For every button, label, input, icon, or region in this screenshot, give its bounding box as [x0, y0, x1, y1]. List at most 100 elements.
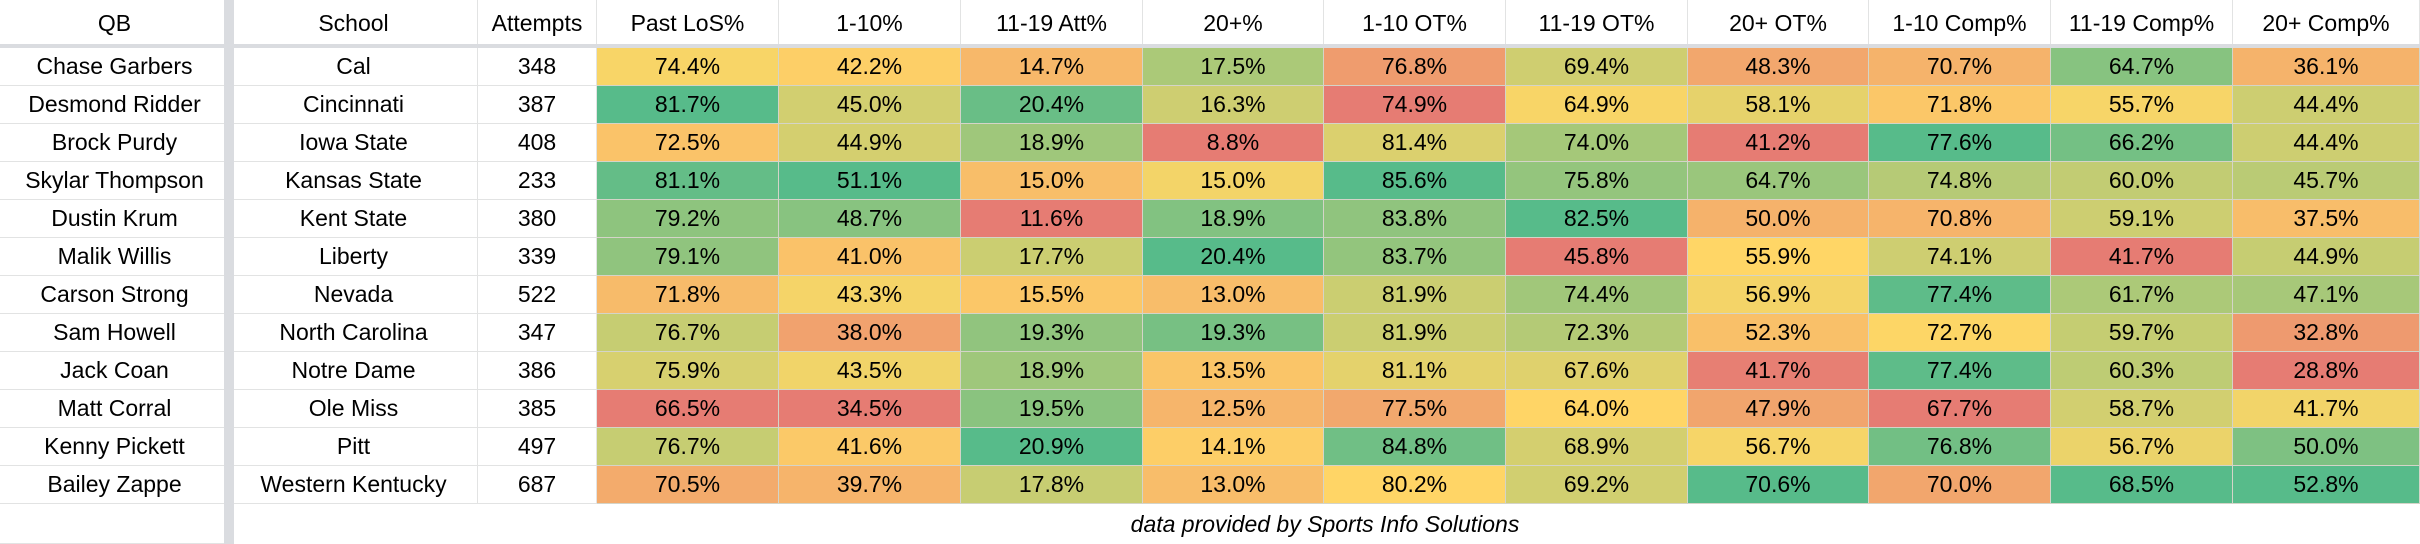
- cell-skylar-thompson-past-los[interactable]: 81.1%: [597, 162, 779, 200]
- cell-brock-purdy-attempts[interactable]: 408: [478, 124, 597, 162]
- cell-brock-purdy-school[interactable]: Iowa State: [230, 124, 478, 162]
- cell-malik-willis-20-comp[interactable]: 44.9%: [2233, 238, 2420, 276]
- cell-dustin-krum-school[interactable]: Kent State: [230, 200, 478, 238]
- cell-carson-strong-11-19-att[interactable]: 15.5%: [961, 276, 1143, 314]
- cell-skylar-thompson-11-19-att[interactable]: 15.0%: [961, 162, 1143, 200]
- cell-malik-willis-11-19-comp[interactable]: 41.7%: [2051, 238, 2233, 276]
- cell-chase-garbers-1-10-ot[interactable]: 76.8%: [1324, 48, 1506, 86]
- cell-dustin-krum-20[interactable]: 18.9%: [1143, 200, 1324, 238]
- header-20-ot[interactable]: 20+ OT%: [1688, 0, 1869, 48]
- cell-brock-purdy-20-comp[interactable]: 44.4%: [2233, 124, 2420, 162]
- cell-chase-garbers-qb[interactable]: Chase Garbers: [0, 48, 230, 86]
- cell-skylar-thompson-school[interactable]: Kansas State: [230, 162, 478, 200]
- cell-bailey-zappe-1-10[interactable]: 39.7%: [779, 466, 961, 504]
- cell-skylar-thompson-11-19-ot[interactable]: 75.8%: [1506, 162, 1688, 200]
- cell-skylar-thompson-11-19-comp[interactable]: 60.0%: [2051, 162, 2233, 200]
- cell-bailey-zappe-20-comp[interactable]: 52.8%: [2233, 466, 2420, 504]
- cell-desmond-ridder-qb[interactable]: Desmond Ridder: [0, 86, 230, 124]
- cell-dustin-krum-qb[interactable]: Dustin Krum: [0, 200, 230, 238]
- cell-carson-strong-11-19-ot[interactable]: 74.4%: [1506, 276, 1688, 314]
- cell-brock-purdy-past-los[interactable]: 72.5%: [597, 124, 779, 162]
- header-1-10-comp[interactable]: 1-10 Comp%: [1869, 0, 2051, 48]
- header-20-comp[interactable]: 20+ Comp%: [2233, 0, 2420, 48]
- cell-carson-strong-20[interactable]: 13.0%: [1143, 276, 1324, 314]
- cell-bailey-zappe-11-19-ot[interactable]: 69.2%: [1506, 466, 1688, 504]
- cell-dustin-krum-20-ot[interactable]: 50.0%: [1688, 200, 1869, 238]
- cell-jack-coan-qb[interactable]: Jack Coan: [0, 352, 230, 390]
- cell-kenny-pickett-1-10-comp[interactable]: 76.8%: [1869, 428, 2051, 466]
- cell-desmond-ridder-20-comp[interactable]: 44.4%: [2233, 86, 2420, 124]
- cell-sam-howell-1-10-ot[interactable]: 81.9%: [1324, 314, 1506, 352]
- cell-malik-willis-qb[interactable]: Malik Willis: [0, 238, 230, 276]
- cell-carson-strong-1-10-comp[interactable]: 77.4%: [1869, 276, 2051, 314]
- cell-brock-purdy-1-10-ot[interactable]: 81.4%: [1324, 124, 1506, 162]
- empty-cell[interactable]: [0, 504, 230, 544]
- cell-matt-corral-20-ot[interactable]: 47.9%: [1688, 390, 1869, 428]
- cell-skylar-thompson-20-ot[interactable]: 64.7%: [1688, 162, 1869, 200]
- cell-chase-garbers-1-10-comp[interactable]: 70.7%: [1869, 48, 2051, 86]
- cell-desmond-ridder-20[interactable]: 16.3%: [1143, 86, 1324, 124]
- cell-matt-corral-1-10-ot[interactable]: 77.5%: [1324, 390, 1506, 428]
- cell-malik-willis-1-10-comp[interactable]: 74.1%: [1869, 238, 2051, 276]
- cell-matt-corral-past-los[interactable]: 66.5%: [597, 390, 779, 428]
- cell-carson-strong-1-10[interactable]: 43.3%: [779, 276, 961, 314]
- cell-kenny-pickett-11-19-att[interactable]: 20.9%: [961, 428, 1143, 466]
- cell-bailey-zappe-11-19-att[interactable]: 17.8%: [961, 466, 1143, 504]
- cell-desmond-ridder-1-10-comp[interactable]: 71.8%: [1869, 86, 2051, 124]
- cell-bailey-zappe-qb[interactable]: Bailey Zappe: [0, 466, 230, 504]
- cell-chase-garbers-11-19-att[interactable]: 14.7%: [961, 48, 1143, 86]
- cell-brock-purdy-1-10-comp[interactable]: 77.6%: [1869, 124, 2051, 162]
- header-attempts[interactable]: Attempts: [478, 0, 597, 48]
- cell-bailey-zappe-1-10-comp[interactable]: 70.0%: [1869, 466, 2051, 504]
- cell-kenny-pickett-20-ot[interactable]: 56.7%: [1688, 428, 1869, 466]
- frozen-row-divider[interactable]: [0, 44, 2420, 48]
- cell-malik-willis-attempts[interactable]: 339: [478, 238, 597, 276]
- cell-kenny-pickett-1-10-ot[interactable]: 84.8%: [1324, 428, 1506, 466]
- cell-chase-garbers-1-10[interactable]: 42.2%: [779, 48, 961, 86]
- cell-matt-corral-11-19-ot[interactable]: 64.0%: [1506, 390, 1688, 428]
- cell-carson-strong-attempts[interactable]: 522: [478, 276, 597, 314]
- cell-skylar-thompson-1-10-comp[interactable]: 74.8%: [1869, 162, 2051, 200]
- cell-malik-willis-20-ot[interactable]: 55.9%: [1688, 238, 1869, 276]
- cell-malik-willis-1-10-ot[interactable]: 83.7%: [1324, 238, 1506, 276]
- cell-matt-corral-qb[interactable]: Matt Corral: [0, 390, 230, 428]
- cell-kenny-pickett-qb[interactable]: Kenny Pickett: [0, 428, 230, 466]
- cell-dustin-krum-1-10-ot[interactable]: 83.8%: [1324, 200, 1506, 238]
- cell-matt-corral-attempts[interactable]: 385: [478, 390, 597, 428]
- cell-dustin-krum-1-10-comp[interactable]: 70.8%: [1869, 200, 2051, 238]
- cell-chase-garbers-20-comp[interactable]: 36.1%: [2233, 48, 2420, 86]
- cell-brock-purdy-11-19-ot[interactable]: 74.0%: [1506, 124, 1688, 162]
- cell-chase-garbers-20[interactable]: 17.5%: [1143, 48, 1324, 86]
- cell-desmond-ridder-past-los[interactable]: 81.7%: [597, 86, 779, 124]
- cell-sam-howell-20-ot[interactable]: 52.3%: [1688, 314, 1869, 352]
- cell-sam-howell-1-10[interactable]: 38.0%: [779, 314, 961, 352]
- cell-kenny-pickett-20[interactable]: 14.1%: [1143, 428, 1324, 466]
- cell-dustin-krum-past-los[interactable]: 79.2%: [597, 200, 779, 238]
- cell-carson-strong-11-19-comp[interactable]: 61.7%: [2051, 276, 2233, 314]
- cell-skylar-thompson-qb[interactable]: Skylar Thompson: [0, 162, 230, 200]
- cell-jack-coan-11-19-ot[interactable]: 67.6%: [1506, 352, 1688, 390]
- cell-desmond-ridder-11-19-att[interactable]: 20.4%: [961, 86, 1143, 124]
- cell-carson-strong-20-comp[interactable]: 47.1%: [2233, 276, 2420, 314]
- cell-bailey-zappe-20-ot[interactable]: 70.6%: [1688, 466, 1869, 504]
- cell-matt-corral-11-19-comp[interactable]: 58.7%: [2051, 390, 2233, 428]
- cell-malik-willis-1-10[interactable]: 41.0%: [779, 238, 961, 276]
- cell-desmond-ridder-20-ot[interactable]: 58.1%: [1688, 86, 1869, 124]
- cell-skylar-thompson-1-10-ot[interactable]: 85.6%: [1324, 162, 1506, 200]
- cell-jack-coan-1-10-comp[interactable]: 77.4%: [1869, 352, 2051, 390]
- cell-bailey-zappe-attempts[interactable]: 687: [478, 466, 597, 504]
- header-past-los[interactable]: Past LoS%: [597, 0, 779, 48]
- cell-skylar-thompson-1-10[interactable]: 51.1%: [779, 162, 961, 200]
- cell-jack-coan-1-10-ot[interactable]: 81.1%: [1324, 352, 1506, 390]
- cell-jack-coan-20[interactable]: 13.5%: [1143, 352, 1324, 390]
- cell-skylar-thompson-attempts[interactable]: 233: [478, 162, 597, 200]
- cell-carson-strong-1-10-ot[interactable]: 81.9%: [1324, 276, 1506, 314]
- cell-sam-howell-1-10-comp[interactable]: 72.7%: [1869, 314, 2051, 352]
- cell-jack-coan-11-19-comp[interactable]: 60.3%: [2051, 352, 2233, 390]
- cell-sam-howell-past-los[interactable]: 76.7%: [597, 314, 779, 352]
- cell-matt-corral-20-comp[interactable]: 41.7%: [2233, 390, 2420, 428]
- cell-sam-howell-11-19-att[interactable]: 19.3%: [961, 314, 1143, 352]
- cell-brock-purdy-20[interactable]: 8.8%: [1143, 124, 1324, 162]
- cell-desmond-ridder-attempts[interactable]: 387: [478, 86, 597, 124]
- cell-kenny-pickett-11-19-comp[interactable]: 56.7%: [2051, 428, 2233, 466]
